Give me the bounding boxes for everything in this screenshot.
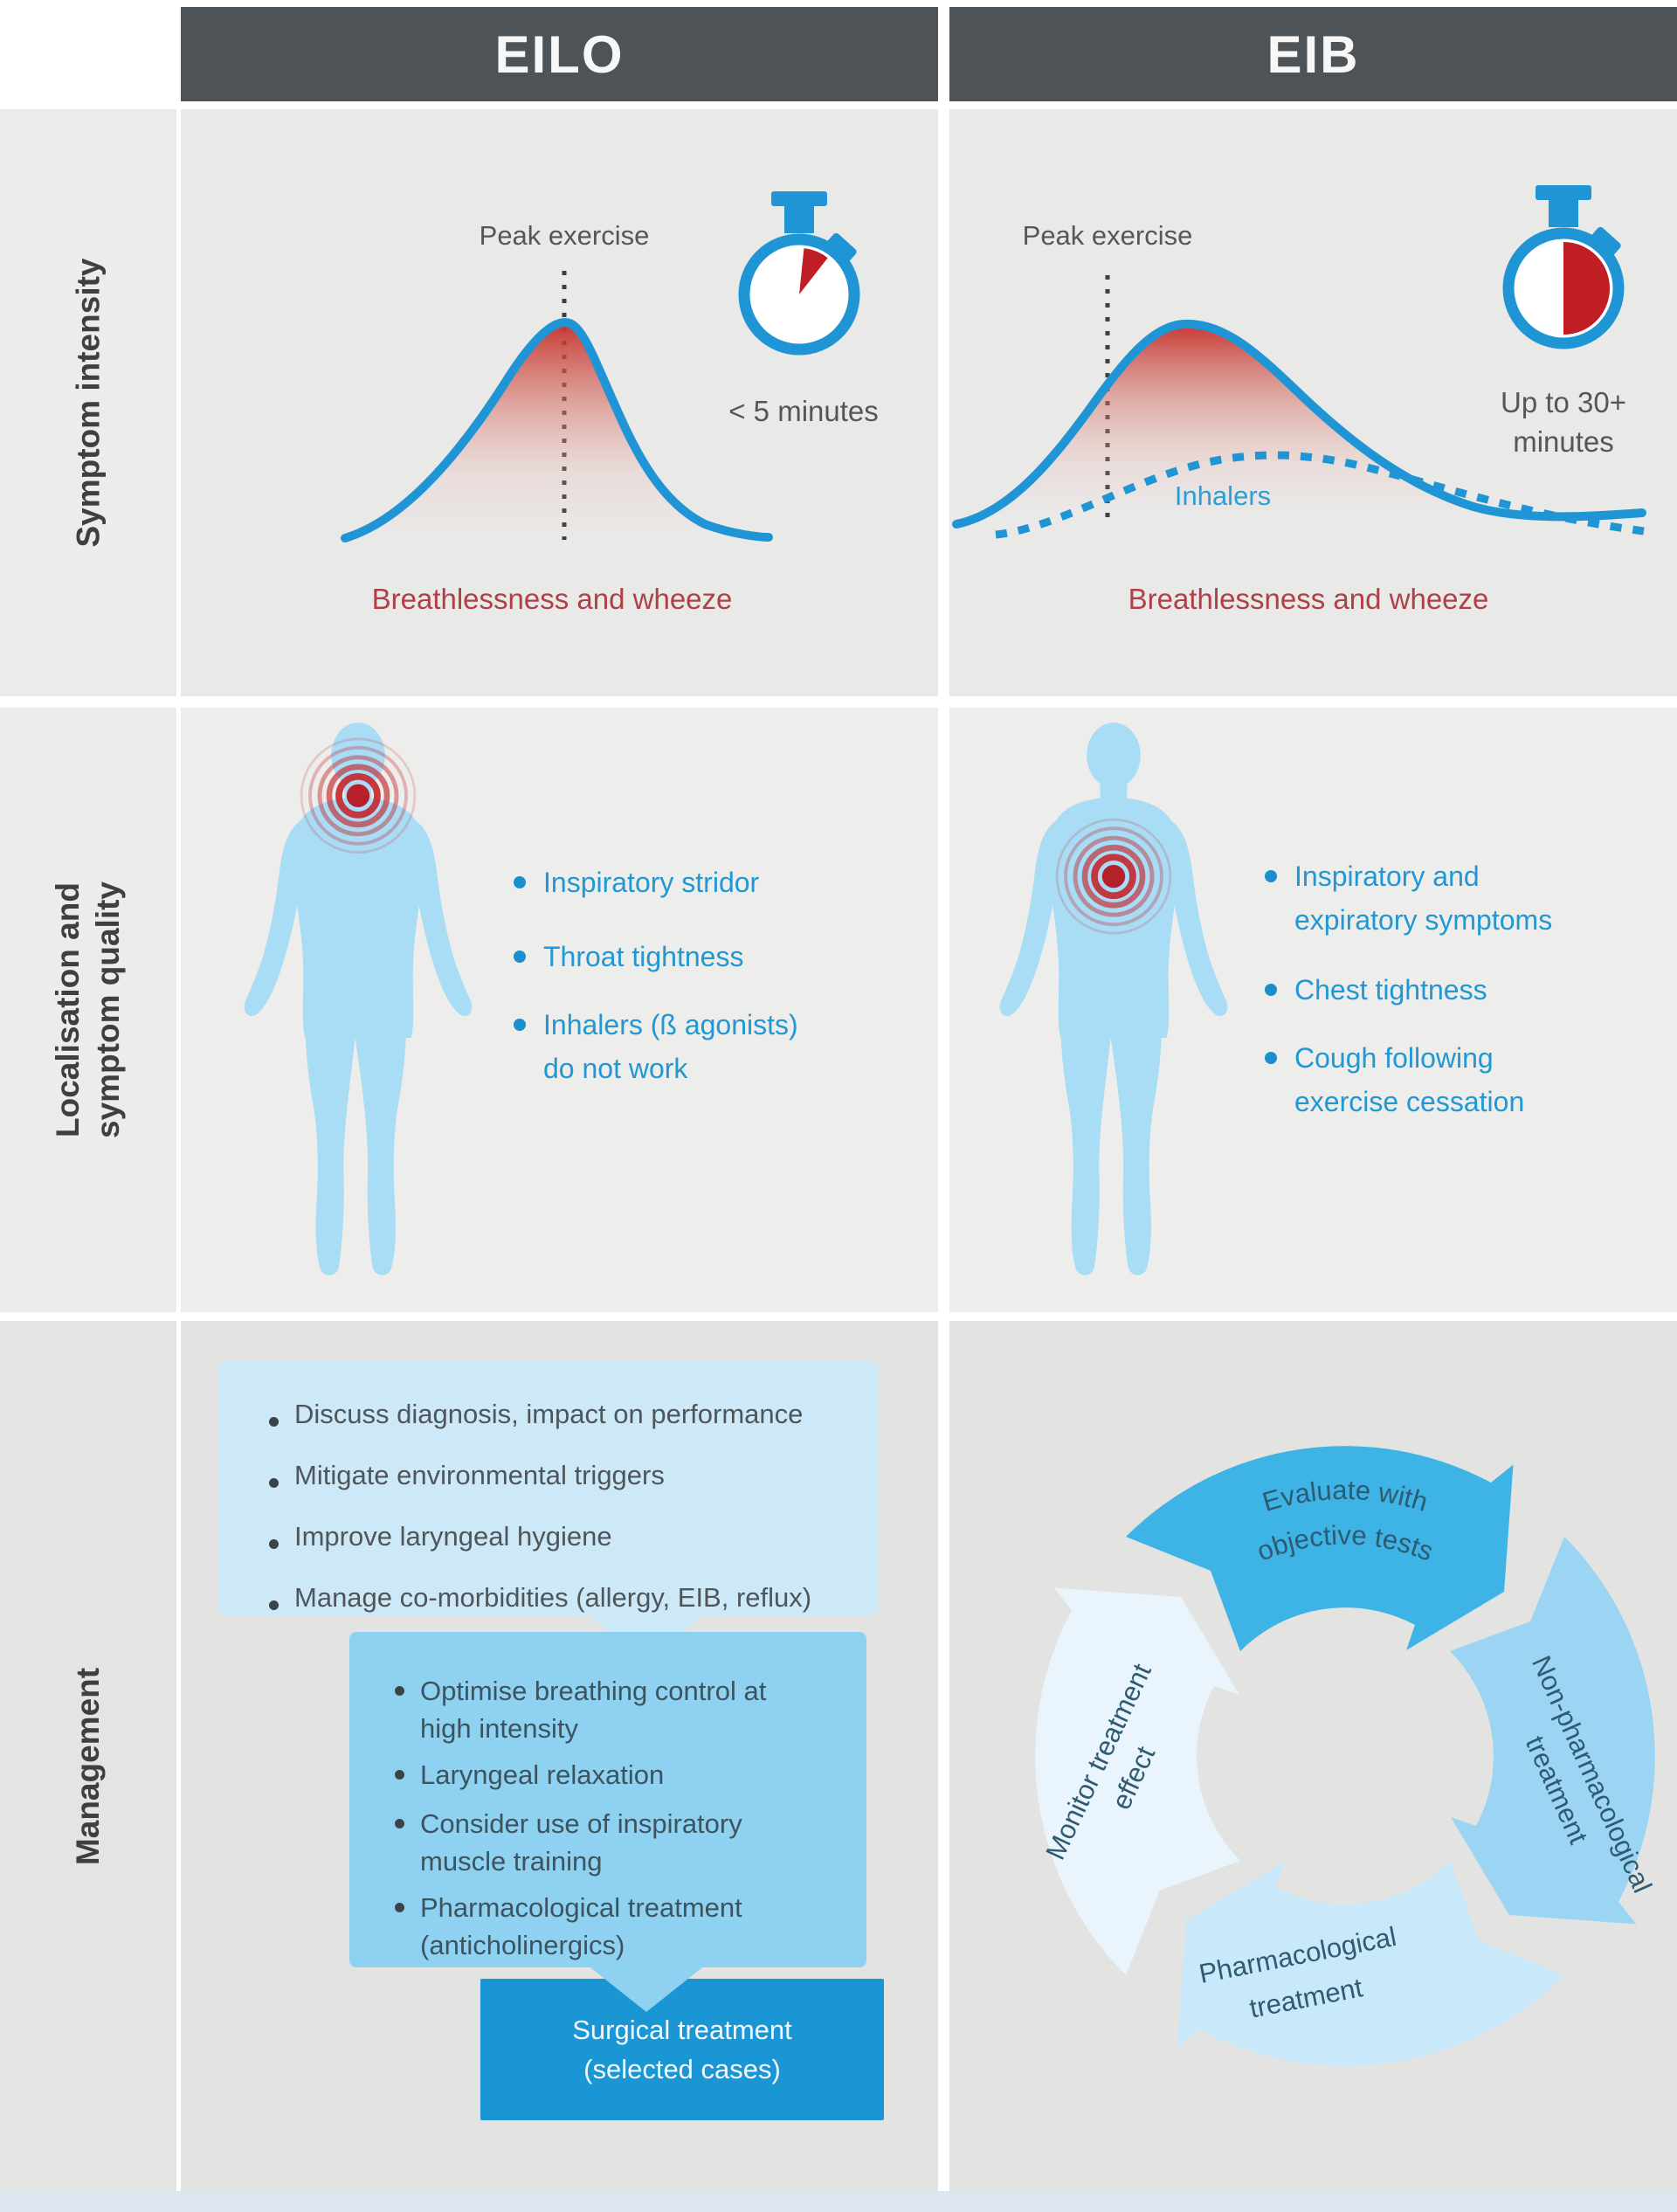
eib-treatment-cycle-diagram: Evaluate with objective tests Non-pharma… [1035, 1446, 1658, 2066]
body-silhouette [999, 722, 1228, 1275]
header-eilo: EILO [181, 7, 938, 101]
cascade-arrow-down-icon [587, 1965, 706, 2012]
eib-symptom-bullet: Inspiratory and expiratory symptoms [1265, 854, 1552, 942]
row-label-text: Management [70, 1667, 106, 1866]
symptom-intensity-fill [956, 323, 1642, 526]
bullet-dot-icon [269, 1416, 279, 1427]
symptom-intensity-curve [341, 317, 773, 543]
symptom-intensity-fill [345, 322, 769, 538]
eib-caption: Breathlessness and wheeze [1128, 583, 1489, 615]
eilo-peak-exercise-label: Peak exercise [479, 220, 650, 251]
eib-body-silhouette-chest-target [999, 722, 1228, 1275]
eib-symptom-curve-chart [952, 185, 1646, 539]
throat-target-rings [300, 737, 417, 854]
bullet-dot-icon [395, 1770, 404, 1780]
eilo-duration-label: < 5 minutes [728, 395, 879, 427]
eilo-symptom-bullet: Inhalers (ß agonists) do not work [514, 1003, 798, 1090]
management-bullet: Pharmacological treatment (anticholinergi… [395, 1889, 742, 1964]
eib-symptom-bullet: Cough following exercise cessation [1265, 1036, 1524, 1123]
eilo-management-box-conservative: Discuss diagnosis, impact on performance… [218, 1361, 879, 1615]
eilo-body-silhouette-throat-target [244, 722, 473, 1275]
bullet-dot-icon [514, 1019, 526, 1031]
management-bullet: Consider use of inspiratory muscle traini… [395, 1805, 742, 1880]
row-label-symptom-intensity: Symptom intensity [0, 109, 176, 696]
bullet-dot-icon [514, 950, 526, 963]
elapsed-time-half-wedge [1563, 242, 1610, 335]
bullet-dot-icon [395, 1903, 404, 1912]
eilo-symptom-bullet: Inspiratory stridor [514, 861, 759, 904]
management-bullet: Laryngeal relaxation [395, 1756, 664, 1794]
surgical-treatment-line1: Surgical treatment [572, 2015, 792, 2045]
header-eib-label: EIB [1266, 24, 1360, 84]
management-bullet: Manage co-morbidities (allergy, EIB, ref… [269, 1567, 879, 1628]
chest-target-rings [1055, 818, 1172, 935]
header-eib: EIB [949, 7, 1677, 101]
bullet-dot-icon [395, 1686, 404, 1696]
elapsed-time-wedge [799, 248, 828, 294]
eilo-symptom-bullet: Throat tightness [514, 935, 743, 978]
eib-duration-line1: Up to 30+ [1500, 386, 1627, 418]
management-bullet: Optimise breathing control at high intens… [395, 1672, 766, 1747]
eib-symptom-bullet: Chest tightness [1265, 968, 1487, 1012]
eib-peak-exercise-label: Peak exercise [1022, 220, 1193, 251]
surgical-treatment-line2: (selected cases) [583, 2054, 781, 2084]
row-label-management: Management [0, 1321, 176, 2212]
symptom-intensity-curve [952, 319, 1646, 529]
management-bullet: Mitigate environmental triggers [269, 1445, 879, 1506]
row-label-localisation: Localisation and symptom quality [0, 708, 176, 1312]
bullet-dot-icon [1265, 984, 1277, 996]
bullet-dot-icon [395, 1819, 404, 1828]
bullet-dot-icon [269, 1600, 279, 1610]
management-bullet: Improve laryngeal hygiene [269, 1506, 879, 1567]
row-label-text: symptom quality [90, 881, 126, 1138]
eilo-management-box-therapy: Optimise breathing control at high intens… [349, 1632, 866, 1967]
eilo-symptom-curve-chart [341, 191, 860, 543]
management-bullet: Discuss diagnosis, impact on performance [269, 1384, 879, 1445]
eib-duration-line2: minutes [1513, 425, 1614, 458]
bullet-dot-icon [269, 1477, 279, 1488]
label-cell-row2 [0, 708, 176, 1312]
footer-accent-bar [0, 2191, 1677, 2212]
stopwatch-small-elapsed-icon [738, 191, 860, 356]
header-eilo-label: EILO [494, 24, 625, 84]
body-silhouette [244, 722, 473, 1275]
row-label-text: Localisation and [50, 882, 86, 1137]
stopwatch-half-elapsed-icon [1502, 185, 1625, 349]
label-cell-row3 [0, 1321, 176, 2212]
row-label-text: Symptom intensity [70, 258, 106, 548]
eilo-caption: Breathlessness and wheeze [371, 583, 733, 615]
bullet-dot-icon [269, 1538, 279, 1549]
label-cell-row1 [0, 109, 176, 696]
eib-inhalers-label: Inhalers [1174, 480, 1272, 511]
inhalers-dashed-curve [995, 451, 1645, 539]
bullet-dot-icon [514, 876, 526, 888]
bullet-dot-icon [1265, 1052, 1277, 1064]
bullet-dot-icon [1265, 870, 1277, 882]
